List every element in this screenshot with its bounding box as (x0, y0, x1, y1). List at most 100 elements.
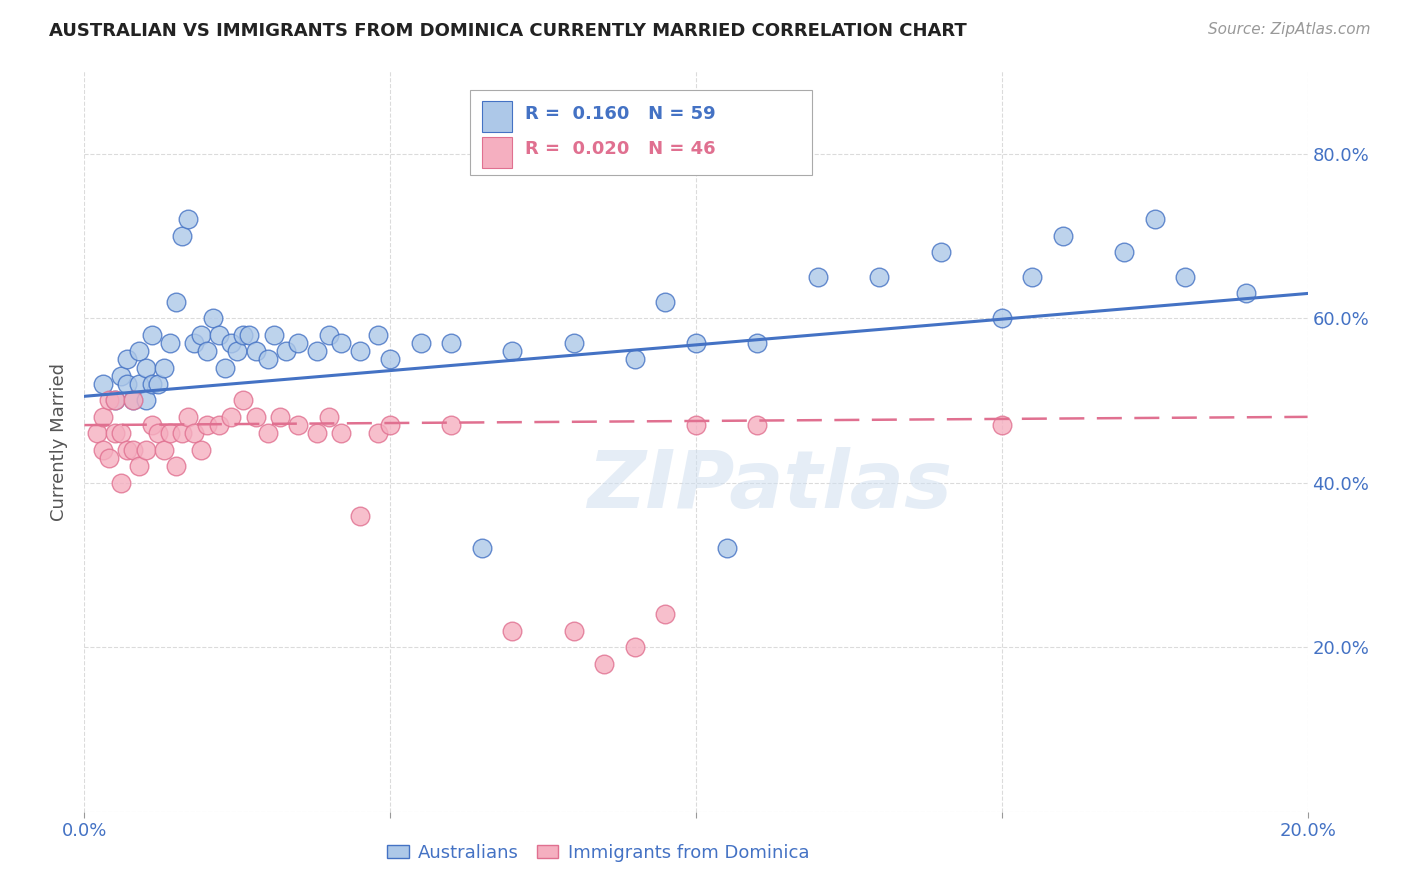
Point (115, 442, 138, 457)
Point (201, 311, 224, 326)
Point (1114, 245, 1136, 260)
Point (104, 393, 127, 408)
Point (929, 245, 952, 260)
Point (380, 418, 402, 433)
Point (91, 409, 114, 424)
Point (440, 418, 463, 433)
Text: R =  0.020   N = 46: R = 0.020 N = 46 (524, 140, 716, 158)
Point (305, 426, 328, 441)
Point (232, 393, 254, 408)
Legend: Australians, Immigrants from Dominica: Australians, Immigrants from Dominica (380, 837, 817, 870)
Point (122, 393, 145, 408)
Point (159, 335, 181, 350)
Point (115, 352, 138, 367)
Point (349, 508, 371, 523)
Point (183, 335, 205, 350)
Point (214, 360, 236, 375)
Point (747, 335, 769, 350)
Point (153, 360, 176, 375)
Point (1174, 270, 1197, 285)
Point (122, 393, 145, 408)
Point (104, 426, 127, 441)
Point (128, 344, 150, 359)
Point (318, 327, 340, 342)
Point (165, 294, 187, 309)
Text: R =  0.160   N = 59: R = 0.160 N = 59 (524, 104, 716, 122)
Point (685, 335, 707, 350)
Point (624, 640, 647, 655)
Point (593, 657, 616, 671)
Point (330, 426, 353, 441)
Point (177, 212, 200, 227)
Point (367, 327, 389, 342)
Point (562, 335, 585, 350)
Point (471, 541, 494, 556)
Point (318, 409, 340, 424)
Text: Source: ZipAtlas.com: Source: ZipAtlas.com (1208, 22, 1371, 37)
Point (238, 327, 260, 342)
Point (991, 418, 1014, 433)
Point (110, 475, 132, 490)
Point (122, 442, 145, 457)
Point (172, 228, 194, 243)
Point (654, 607, 676, 622)
Point (807, 270, 830, 285)
Point (190, 442, 212, 457)
Point (219, 335, 242, 350)
Point (330, 335, 353, 350)
Point (1236, 286, 1258, 301)
Point (245, 409, 267, 424)
Point (141, 376, 163, 391)
FancyBboxPatch shape (470, 90, 813, 175)
Point (305, 344, 328, 359)
Point (183, 426, 205, 441)
Point (135, 360, 157, 375)
Point (195, 418, 218, 433)
Point (135, 442, 157, 457)
Point (141, 327, 163, 342)
Point (562, 624, 585, 638)
Point (409, 335, 432, 350)
Point (146, 376, 169, 391)
Point (91, 376, 114, 391)
Point (165, 459, 187, 474)
Point (257, 426, 280, 441)
Point (716, 541, 738, 556)
Point (128, 459, 150, 474)
Point (991, 311, 1014, 326)
Point (86, 426, 108, 441)
Point (110, 368, 132, 383)
Point (263, 327, 285, 342)
Point (208, 418, 231, 433)
Point (869, 270, 891, 285)
Point (159, 426, 181, 441)
Point (135, 393, 157, 408)
Point (1052, 228, 1074, 243)
Point (128, 376, 150, 391)
Point (219, 409, 242, 424)
FancyBboxPatch shape (482, 136, 513, 168)
FancyBboxPatch shape (482, 101, 513, 132)
Text: AUSTRALIAN VS IMMIGRANTS FROM DOMINICA CURRENTLY MARRIED CORRELATION CHART: AUSTRALIAN VS IMMIGRANTS FROM DOMINICA C… (49, 22, 967, 40)
Text: ZIPatlas: ZIPatlas (586, 447, 952, 525)
Point (624, 352, 647, 367)
Point (1143, 212, 1166, 227)
Point (502, 624, 524, 638)
Point (97, 450, 120, 465)
Point (190, 327, 212, 342)
Point (349, 344, 371, 359)
Point (440, 335, 463, 350)
Point (257, 352, 280, 367)
Point (110, 426, 132, 441)
Point (226, 344, 249, 359)
Point (269, 409, 291, 424)
Point (195, 344, 218, 359)
Point (287, 335, 309, 350)
Point (146, 426, 169, 441)
Point (97, 393, 120, 408)
Point (208, 327, 231, 342)
Point (1021, 270, 1043, 285)
Point (232, 327, 254, 342)
Point (685, 418, 707, 433)
Y-axis label: Currently Married: Currently Married (51, 362, 69, 521)
